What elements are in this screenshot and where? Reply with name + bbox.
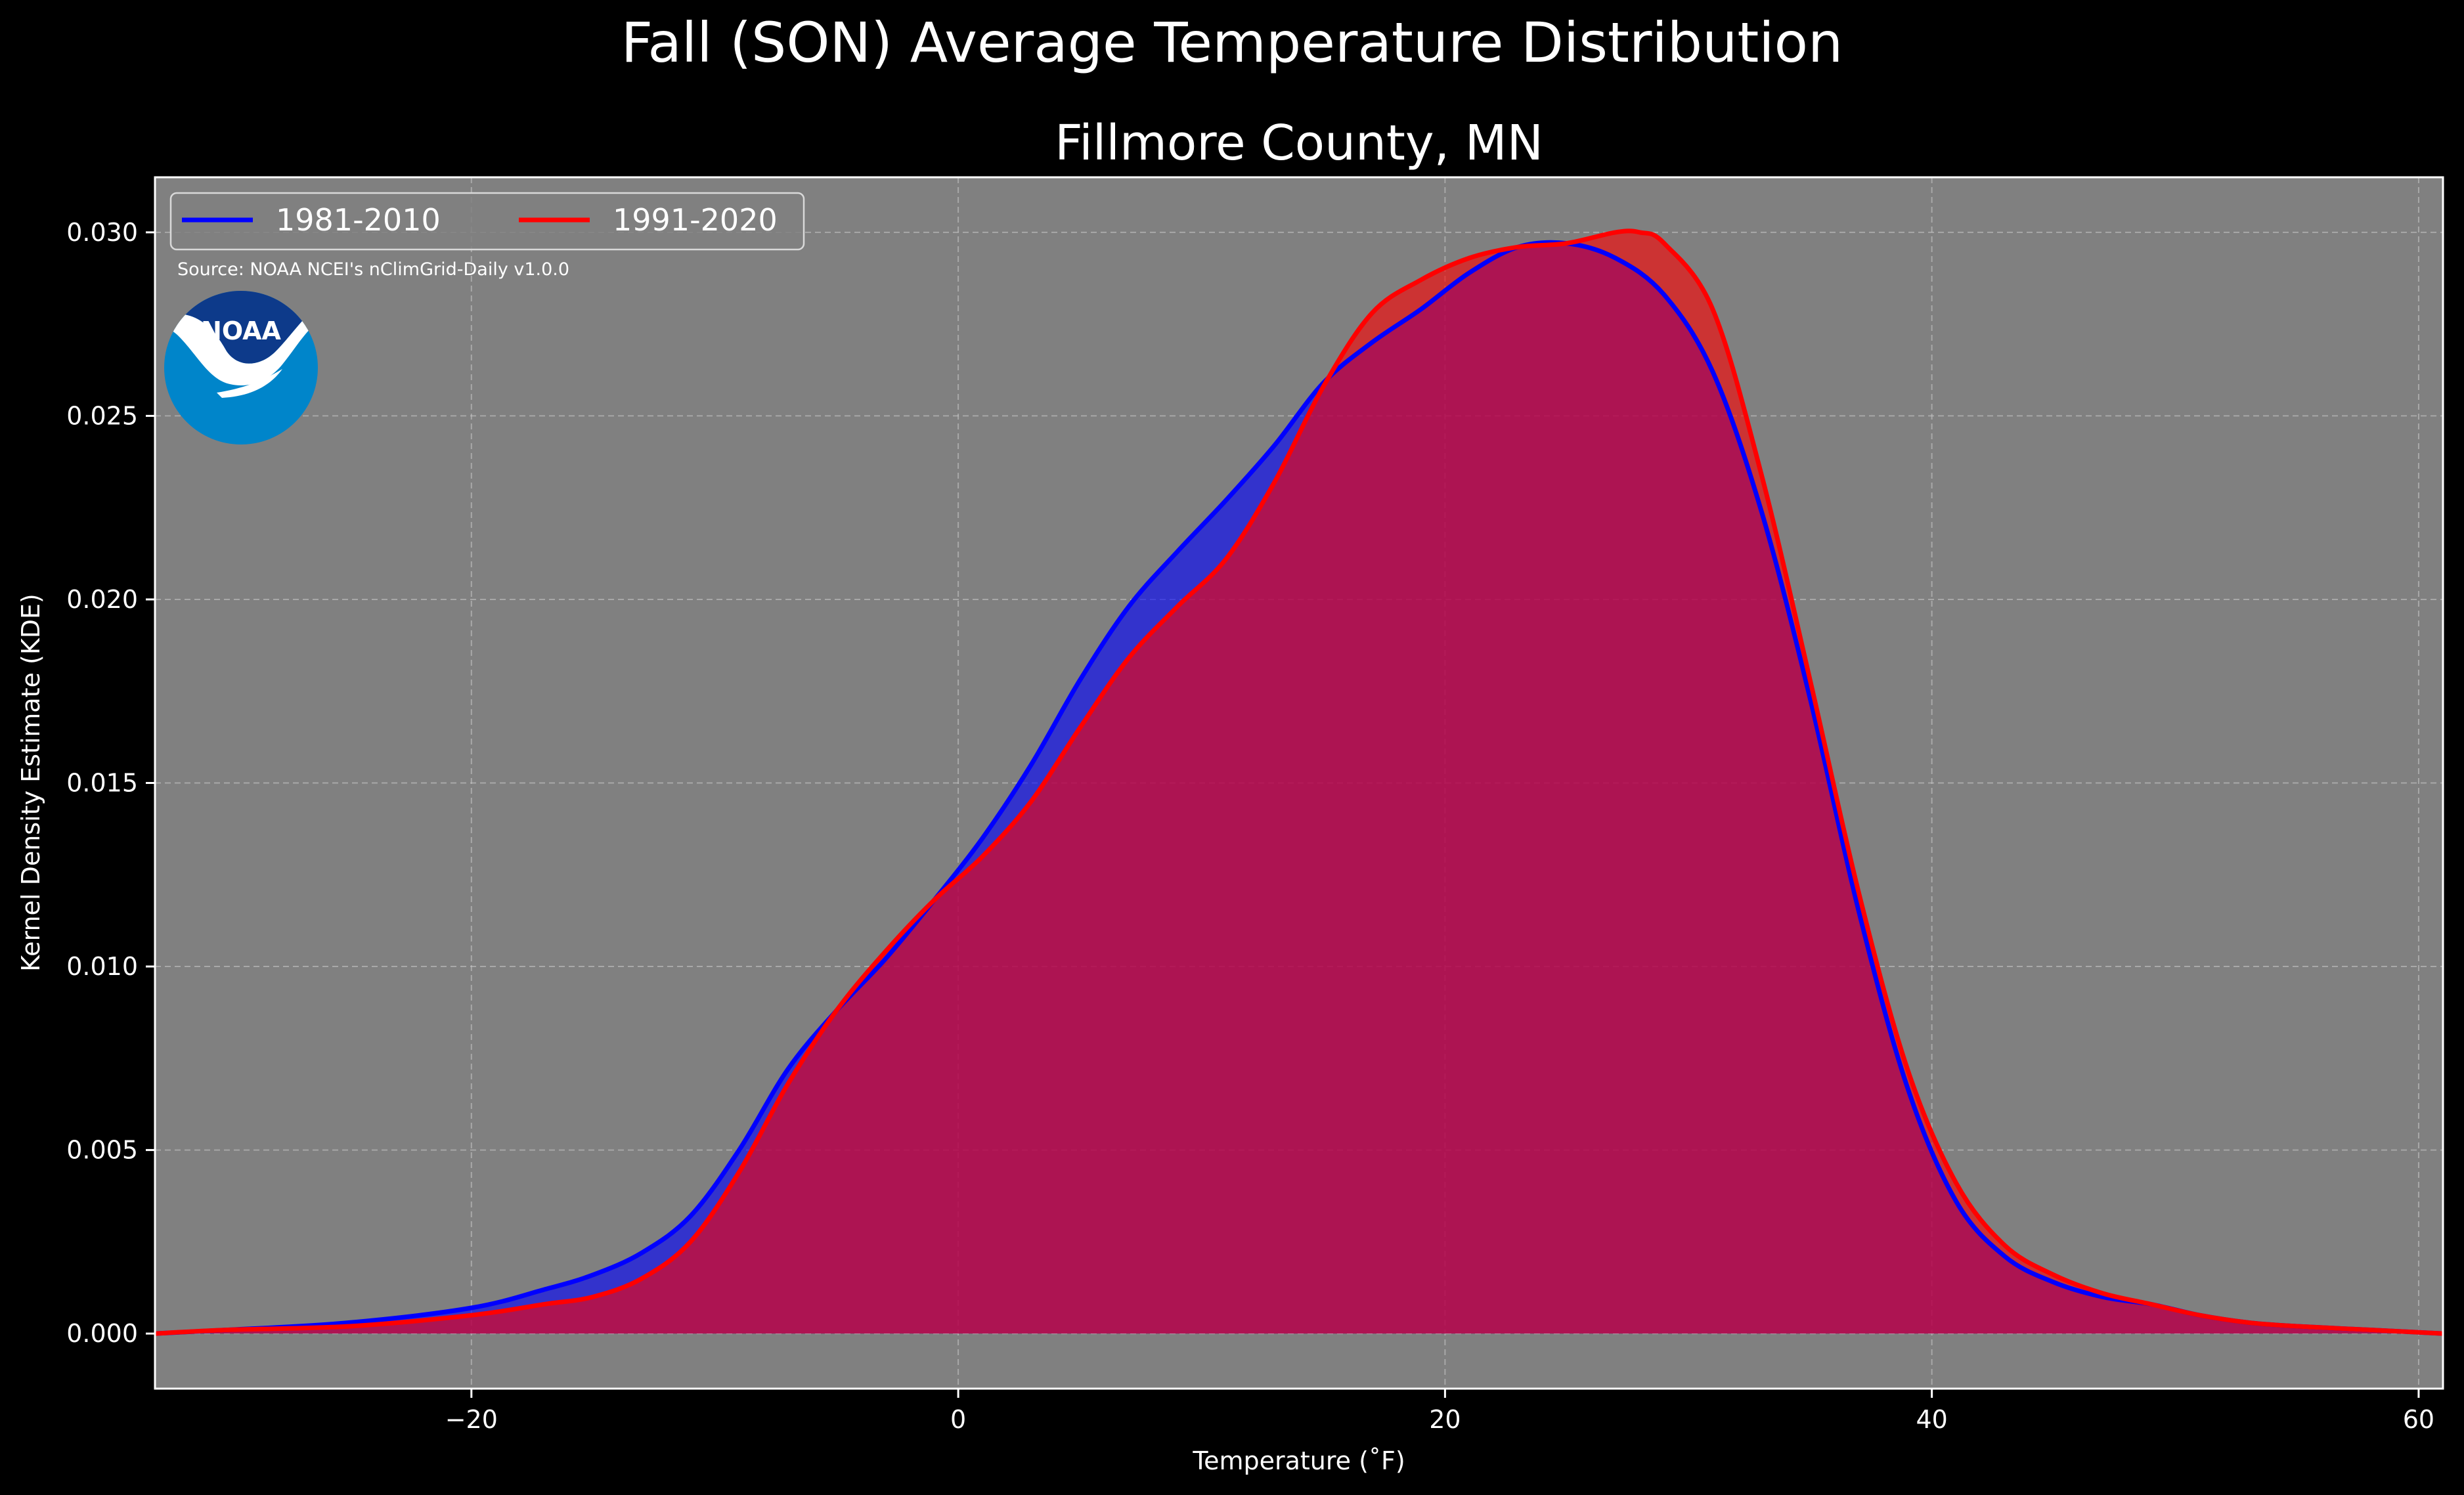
source-annotation: Source: NOAA NCEI's nClimGrid-Daily v1.0…: [177, 259, 569, 280]
series-area-1991-2020: [155, 230, 2443, 1334]
legend: 1981-2010 1991-2020: [169, 192, 805, 251]
legend-label-1981-2010: 1981-2010: [276, 202, 441, 238]
chart-subtitle: Fillmore County, MN: [1055, 115, 1543, 171]
y-tick-label: 0.020: [66, 585, 138, 614]
series-fills: [155, 230, 2443, 1334]
series-lines: [155, 228, 2443, 1336]
x-tick-label: 20: [1429, 1405, 1461, 1434]
x-tick-label: −20: [445, 1405, 498, 1434]
x-tick-label: 0: [950, 1405, 966, 1434]
y-tick-label: 0.030: [66, 218, 138, 247]
y-tick-label: 0.025: [66, 401, 138, 430]
noaa-logo-text: NOAA: [201, 316, 281, 345]
noaa-logo-icon: NOAA: [164, 291, 318, 444]
x-tick-label: 40: [1916, 1405, 1947, 1434]
legend-label-1991-2020: 1991-2020: [613, 202, 778, 238]
y-tick-label: 0.005: [66, 1136, 138, 1165]
x-tick-label: 60: [2403, 1405, 2434, 1434]
legend-box: [169, 192, 805, 251]
chart-title: Fall (SON) Average Temperature Distribut…: [621, 11, 1843, 75]
x-axis-label: Temperature (˚F): [1192, 1446, 1405, 1475]
y-tick-label: 0.010: [66, 952, 138, 981]
y-axis-ticks: 0.000 0.005 0.010 0.015 0.020 0.025 0.030: [66, 218, 155, 1348]
series-line-1991-2020: [155, 228, 2443, 1336]
y-tick-label: 0.015: [66, 769, 138, 798]
series-line-1981-2010: [155, 240, 2443, 1336]
x-axis-ticks: −20 0 20 40 60: [445, 1389, 2434, 1434]
y-tick-label: 0.000: [66, 1319, 138, 1348]
y-axis-label: Kernel Density Estimate (KDE): [16, 594, 45, 972]
